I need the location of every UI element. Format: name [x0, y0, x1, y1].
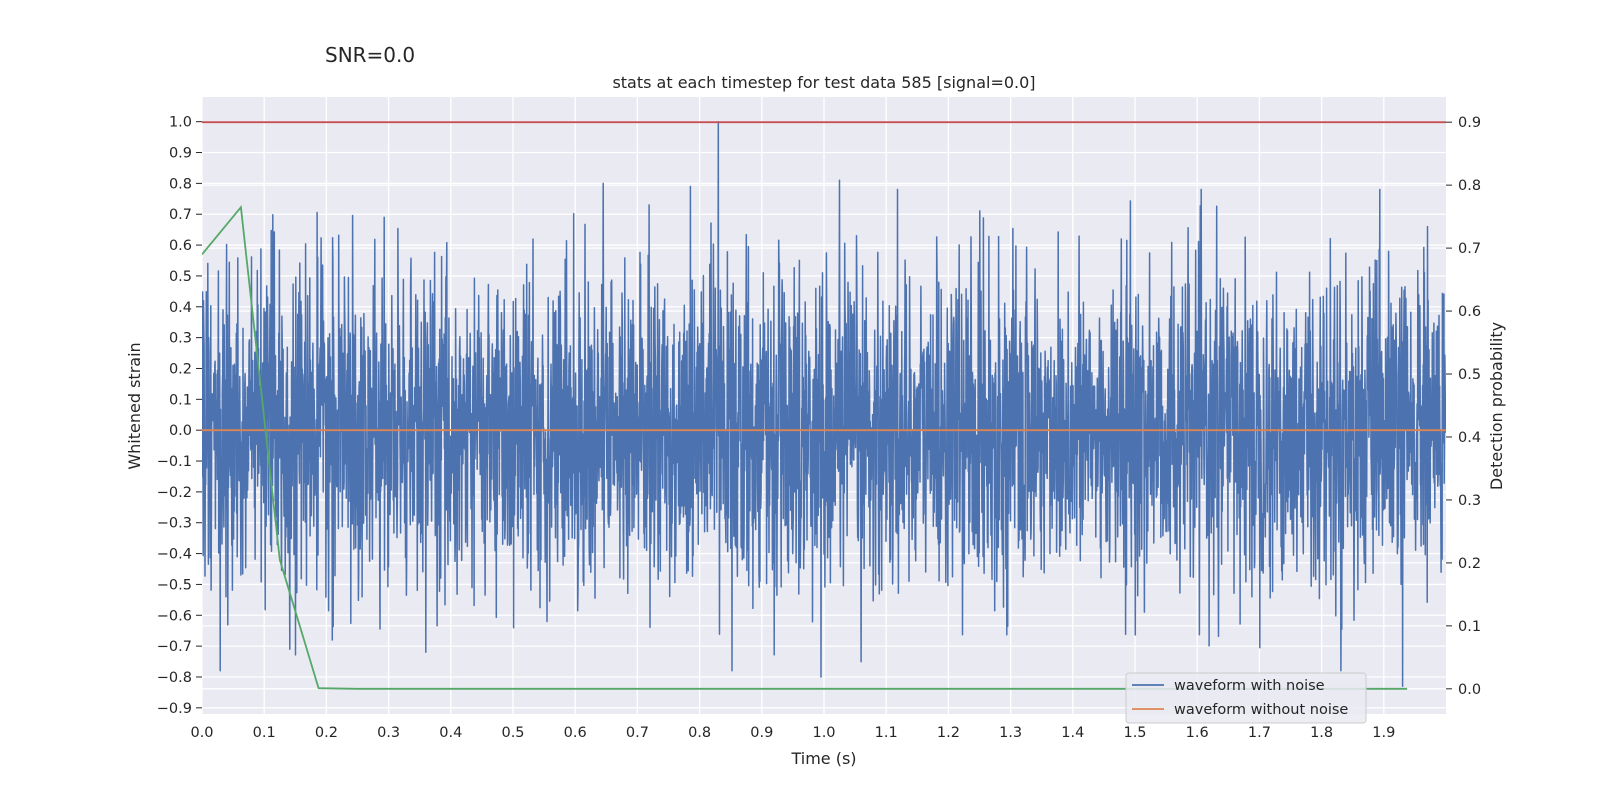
y-tick-label: −0.2	[157, 485, 192, 501]
y-tick-label: 0.0	[169, 423, 192, 439]
x-tick-label: 0.8	[688, 725, 711, 741]
y2-tick-label: 0.1	[1458, 619, 1481, 635]
y-tick-label: 0.4	[169, 300, 192, 316]
y-tick-label: −0.5	[157, 577, 192, 593]
y-tick-label: 0.9	[169, 146, 192, 162]
y-tick-label: 1.0	[169, 115, 192, 131]
x-tick-label: 0.6	[564, 725, 587, 741]
y2-tick-label: 0.2	[1458, 556, 1481, 572]
y2-tick-label: 0.7	[1458, 241, 1481, 257]
x-tick-label: 0.3	[377, 725, 400, 741]
legend: waveform with noise waveform without noi…	[1125, 672, 1367, 724]
y-tick-label: 0.7	[169, 207, 192, 223]
x-tick-label: 1.5	[1123, 725, 1146, 741]
x-tick-label: 1.1	[875, 725, 898, 741]
x-tick-label: 1.0	[812, 725, 835, 741]
legend-label-clean: waveform without noise	[1174, 702, 1348, 718]
y-tick-label: 0.1	[169, 392, 192, 408]
y2-tick-label: 0.9	[1458, 115, 1481, 131]
y-tick-label: −0.7	[157, 639, 192, 655]
x-tick-label: 1.8	[1310, 725, 1333, 741]
legend-label-noise: waveform with noise	[1174, 678, 1325, 694]
y2-tick-label: 0.0	[1458, 682, 1481, 698]
x-tick-label: 0.0	[190, 725, 213, 741]
x-tick-label: 0.2	[315, 725, 338, 741]
y-tick-label: −0.6	[157, 608, 192, 624]
series-detection-probability	[202, 204, 1408, 690]
y2-tick-label: 0.8	[1458, 178, 1481, 194]
y-tick-label: −0.8	[157, 670, 192, 686]
x-tick-label: 0.1	[253, 725, 276, 741]
y-axis-ticks: 1.0 0.9 0.8 0.7 0.6 0.5 0.4 0.3 0.2 0.1 0.0 −0.1 −0.…	[157, 115, 202, 717]
series-waveform-with-noise	[202, 120, 1446, 687]
x-tick-label: 1.3	[999, 725, 1022, 741]
y2-tick-label: 0.4	[1458, 430, 1481, 446]
y-tick-label: −0.1	[157, 454, 192, 470]
x-tick-label: 1.9	[1372, 725, 1395, 741]
y2-tick-label: 0.5	[1458, 367, 1481, 383]
y-axis-label: Whitened strain	[125, 342, 144, 469]
y-tick-label: 0.3	[169, 331, 192, 347]
legend-box	[1125, 672, 1367, 724]
x-tick-label: 0.5	[501, 725, 524, 741]
chart-title: stats at each timestep for test data 585…	[612, 73, 1035, 92]
y2-axis-ticks: 0.9 0.8 0.7 0.6 0.5 0.4 0.3 0.2 0.1 0.0	[1446, 115, 1481, 698]
y-tick-label: 0.5	[169, 269, 192, 285]
y-tick-label: −0.4	[157, 547, 192, 563]
figure-suptitle: SNR=0.0	[325, 43, 415, 67]
y-tick-label: 0.6	[169, 238, 192, 254]
x-tick-label: 1.4	[1061, 725, 1084, 741]
y-tick-label: −0.3	[157, 516, 192, 532]
x-axis-label: Time (s)	[790, 749, 856, 768]
x-tick-label: 0.7	[626, 725, 649, 741]
x-tick-label: 1.6	[1186, 725, 1209, 741]
x-axis-ticks: 0.0 0.1 0.2 0.3 0.4 0.5 0.6 0.7 0.8 0.9 1.0 1.1 1.2 1…	[190, 725, 1395, 741]
y2-axis-label: Detection probability	[1487, 322, 1506, 490]
y2-tick-label: 0.3	[1458, 493, 1481, 509]
y-tick-label: 0.2	[169, 361, 192, 377]
y2-tick-label: 0.6	[1458, 304, 1481, 320]
x-tick-label: 1.2	[937, 725, 960, 741]
x-tick-label: 0.9	[750, 725, 773, 741]
x-tick-label: 0.4	[439, 725, 462, 741]
y-tick-label: −0.9	[157, 701, 192, 717]
x-tick-label: 1.7	[1248, 725, 1271, 741]
y-tick-label: 0.8	[169, 176, 192, 192]
